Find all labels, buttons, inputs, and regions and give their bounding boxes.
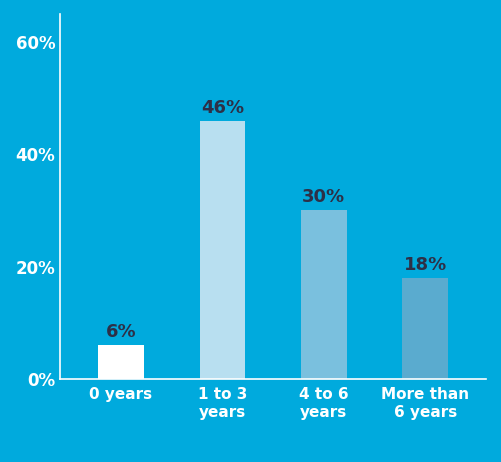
Bar	[199, 121, 245, 379]
Bar	[402, 278, 448, 379]
Text: 6%: 6%	[106, 323, 136, 341]
Text: 46%: 46%	[201, 98, 244, 116]
Bar	[98, 345, 144, 379]
Text: 18%: 18%	[403, 256, 447, 274]
Bar	[301, 210, 347, 379]
Text: 30%: 30%	[302, 188, 345, 207]
